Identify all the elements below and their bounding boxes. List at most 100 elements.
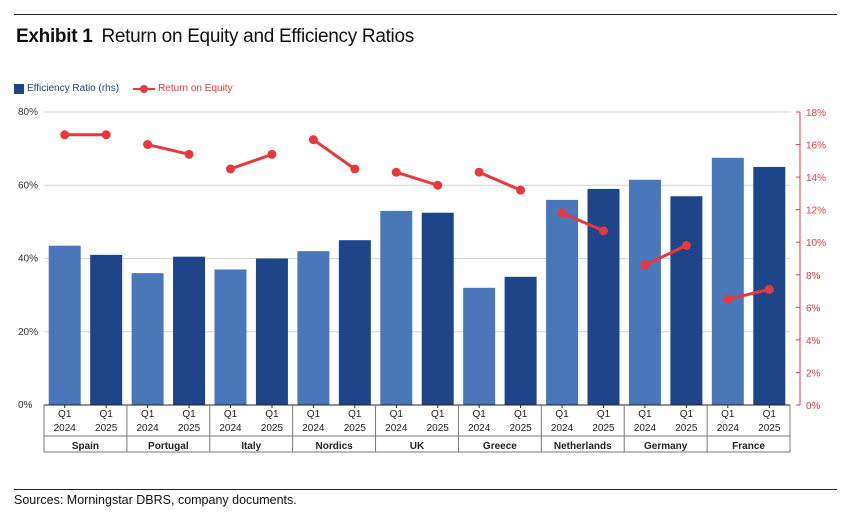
bar-q1-2025 [670, 196, 703, 405]
roe-point-q1-2025 [350, 164, 360, 174]
bar-q1-2025 [587, 188, 620, 405]
bar-q1-2025 [90, 254, 123, 405]
period-year-label: 2025 [427, 423, 450, 434]
right-axis-tick-label: 14% [806, 173, 826, 184]
period-year-label: 2025 [95, 423, 118, 434]
roe-point-q1-2024 [557, 208, 567, 218]
category-label: Netherlands [554, 441, 612, 452]
period-quarter-label: Q1 [514, 409, 528, 420]
legend-bar-swatch [14, 83, 24, 94]
roe-line-segment [727, 287, 770, 301]
roe-point-q1-2025 [599, 226, 608, 236]
roe-point-q1-2025 [101, 130, 111, 140]
roe-line-segment [478, 170, 522, 192]
roe-point-q1-2025 [764, 284, 774, 294]
title-text: Return on Equity and Efficiency Ratios [101, 26, 414, 47]
period-quarter-label: Q1 [307, 409, 321, 420]
bar-q1-2025 [255, 258, 288, 405]
roe-point-q1-2024 [391, 167, 401, 177]
roe-point-q1-2025 [516, 185, 526, 195]
roe-point-q1-2024 [226, 164, 235, 174]
roe-line-segment [561, 211, 605, 233]
period-year-label: 2024 [468, 423, 491, 434]
chart-title: Exhibit 1 Return on Equity and Efficienc… [16, 26, 414, 48]
right-axis-tick-label: 8% [806, 271, 821, 282]
left-axis-tick-label: 0% [18, 400, 33, 411]
category-label: France [732, 441, 765, 452]
bar-q1-2024 [463, 287, 496, 405]
roe-line-segment [644, 244, 688, 267]
exhibit-label: Exhibit 1 [16, 26, 93, 47]
period-quarter-label: Q1 [141, 409, 155, 420]
bar-q1-2024 [711, 157, 744, 405]
right-axis-tick-label: 6% [806, 303, 821, 314]
bar-q1-2025 [338, 240, 371, 405]
bar-q1-2024 [380, 210, 413, 405]
left-axis-tick-label: 80% [18, 107, 38, 118]
period-year-label: 2024 [717, 423, 740, 434]
roe-line-segment [147, 143, 190, 156]
right-axis-tick-label: 0% [806, 401, 821, 412]
period-year-label: 2025 [509, 423, 532, 434]
period-quarter-label: Q1 [721, 409, 735, 420]
period-quarter-label: Q1 [224, 409, 238, 420]
legend-line-swatch [133, 84, 156, 94]
bar-q1-2024 [297, 251, 330, 405]
period-quarter-label: Q1 [431, 409, 445, 420]
period-year-label: 2025 [675, 423, 698, 434]
period-quarter-label: Q1 [555, 409, 569, 420]
roe-line-segment [230, 152, 273, 171]
period-quarter-label: Q1 [763, 409, 777, 420]
bar-q1-2024 [48, 245, 81, 405]
period-year-label: 2025 [592, 423, 615, 434]
bar-q1-2024 [546, 199, 579, 405]
bar-q1-2025 [421, 212, 454, 405]
legend-bar-label: Efficiency Ratio (rhs) [27, 83, 120, 94]
period-quarter-label: Q1 [58, 409, 72, 420]
category-label: Italy [241, 441, 261, 452]
category-label: Spain [72, 441, 99, 452]
roe-point-q1-2025 [433, 180, 443, 190]
right-axis-tick-label: 18% [806, 108, 826, 119]
roe-point-q1-2024 [143, 140, 153, 150]
roe-point-q1-2025 [681, 240, 691, 250]
legend-line-label: Return on Equity [158, 83, 233, 94]
category-label: Germany [644, 441, 688, 452]
category-label: Portugal [148, 441, 189, 452]
right-axis-tick-label: 12% [806, 206, 826, 217]
legend: Efficiency Ratio (rhs) Return on Equity [14, 83, 233, 94]
category-label: Greece [483, 441, 517, 452]
period-year-label: 2024 [385, 423, 408, 434]
roe-point-q1-2024 [723, 294, 733, 304]
period-quarter-label: Q1 [390, 409, 404, 420]
category-label: Nordics [315, 441, 353, 452]
roe-line-segment [312, 138, 356, 171]
period-year-label: 2025 [758, 423, 781, 434]
period-year-label: 2024 [136, 423, 159, 434]
roe-line-segment [395, 170, 439, 187]
period-year-label: 2024 [634, 423, 657, 434]
bar-q1-2025 [173, 256, 206, 405]
period-quarter-label: Q1 [597, 409, 611, 420]
roe-point-q1-2025 [184, 149, 194, 159]
period-year-label: 2024 [302, 423, 325, 434]
period-quarter-label: Q1 [472, 409, 486, 420]
period-year-label: 2025 [344, 423, 367, 434]
period-year-label: 2024 [54, 423, 77, 434]
left-axis-tick-label: 40% [18, 254, 38, 265]
period-quarter-label: Q1 [638, 409, 652, 420]
right-axis-tick-label: 2% [806, 368, 821, 379]
period-year-label: 2024 [219, 423, 242, 434]
roe-point-q1-2024 [308, 135, 318, 145]
right-axis-tick-label: 16% [806, 141, 826, 152]
roe-point-q1-2024 [640, 260, 650, 270]
period-quarter-label: Q1 [99, 409, 113, 420]
period-year-label: 2025 [178, 423, 201, 434]
period-quarter-label: Q1 [182, 409, 196, 420]
roe-point-q1-2024 [60, 130, 70, 140]
right-axis-tick-label: 4% [806, 336, 821, 347]
right-axis-tick-label: 10% [806, 238, 826, 249]
left-axis-tick-label: 60% [18, 180, 38, 191]
period-year-label: 2024 [551, 423, 574, 434]
